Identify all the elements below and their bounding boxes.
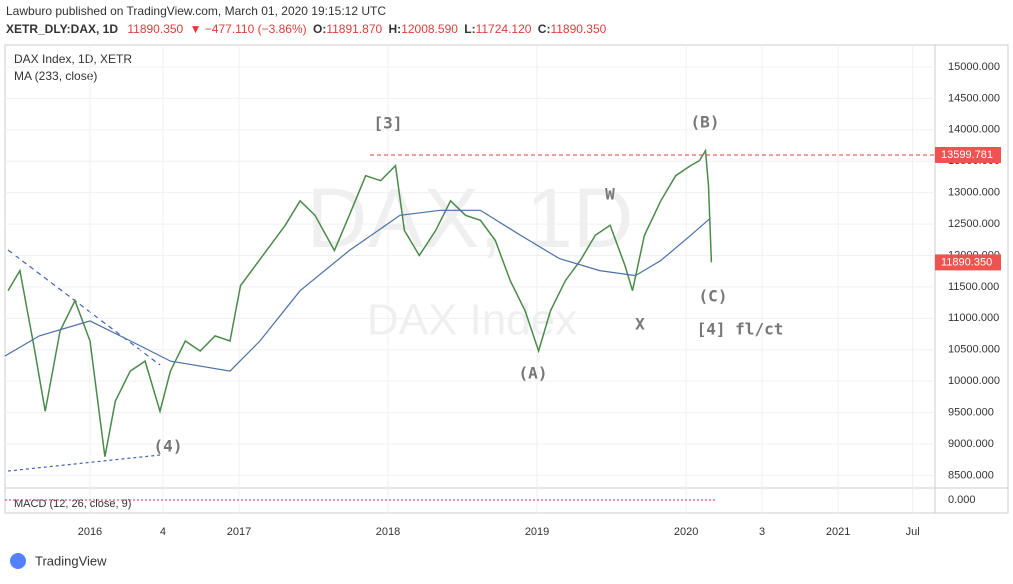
last: 11890.350 <box>127 22 183 36</box>
y-tick-label: 14500.000 <box>948 92 1000 104</box>
annotation: (B) <box>691 113 720 132</box>
x-tick-label: 4 <box>160 526 166 538</box>
x-tick-label: 3 <box>759 526 765 538</box>
annotation: X <box>635 315 645 334</box>
change: ▼ −477.110 (−3.86%) <box>190 22 307 36</box>
y-tick-label: 11000.000 <box>948 312 999 324</box>
l: 11724.120 <box>476 22 532 36</box>
annotation: W <box>605 185 615 204</box>
y-tick-label: 10000.000 <box>948 375 1000 387</box>
annotations: [3] (B) W (C) X [4] fl/ct (A) (4) <box>154 113 784 456</box>
annotation: (A) <box>519 364 548 383</box>
annotation: [3] <box>374 114 403 133</box>
footer: TradingView <box>35 553 107 568</box>
x-tick-label: 2021 <box>826 526 850 538</box>
y-tick-label: 9000.000 <box>948 438 994 450</box>
publisher: Lawburo published on TradingView.com, Ma… <box>6 4 386 18</box>
last-price-tag <box>935 254 1001 271</box>
y-tick-label: 10500.000 <box>948 344 1000 356</box>
trendline <box>7 454 161 472</box>
y-tick-label: 11500.000 <box>948 281 999 293</box>
y-tick-label: 15000.000 <box>948 61 1000 73</box>
annotation: (C) <box>699 287 728 306</box>
x-tick-label: 2019 <box>525 526 549 538</box>
last-price-tag-label: 11890.350 <box>941 256 992 268</box>
frame <box>4 44 1009 514</box>
y-tick-label: 8500.000 <box>948 469 994 481</box>
o: 11891.870 <box>326 22 382 36</box>
y-tick-label: 9500.000 <box>948 407 994 419</box>
l-label: L: <box>464 22 475 36</box>
symbol-line: XETR_DLY:DAX, 1D 11890.350 ▼ −477.110 (−… <box>6 22 607 36</box>
legend-main: DAX Index, 1D, XETR <box>14 52 132 66</box>
h: 12008.590 <box>401 22 458 36</box>
price-tag <box>935 146 1001 163</box>
annotation: (4) <box>154 437 183 456</box>
annotation: [4] fl/ct <box>697 320 784 339</box>
o-label: O: <box>313 22 326 36</box>
watermark: DAX, 1D <box>307 171 634 265</box>
c: 11890.350 <box>550 22 606 36</box>
x-tick-label: 2020 <box>674 526 698 538</box>
y-tick-label: 12500.000 <box>948 218 1000 230</box>
legend-ma: MA (233, close) <box>14 69 97 83</box>
x-tick-label: 2018 <box>376 526 400 538</box>
watermark-sub: DAX Index <box>367 296 577 345</box>
c-label: C: <box>538 22 551 36</box>
logo <box>10 553 26 569</box>
series-line <box>4 209 711 372</box>
trendline <box>7 249 161 366</box>
x-tick-label: 2017 <box>227 526 251 538</box>
y-tick-label: 13000.000 <box>948 187 1000 199</box>
macd-label: MACD (12, 26, close, 9) <box>14 498 131 510</box>
h-label: H: <box>389 22 402 36</box>
x-tick-label: 2016 <box>78 526 102 538</box>
x-tick-label: Jul <box>906 526 920 538</box>
y-tick-label: 14000.000 <box>948 124 1000 136</box>
macd-tick-label: 0.000 <box>948 494 976 506</box>
price-tag-label: 13599.781 <box>941 149 993 161</box>
symbol: XETR_DLY:DAX, 1D <box>6 22 118 36</box>
